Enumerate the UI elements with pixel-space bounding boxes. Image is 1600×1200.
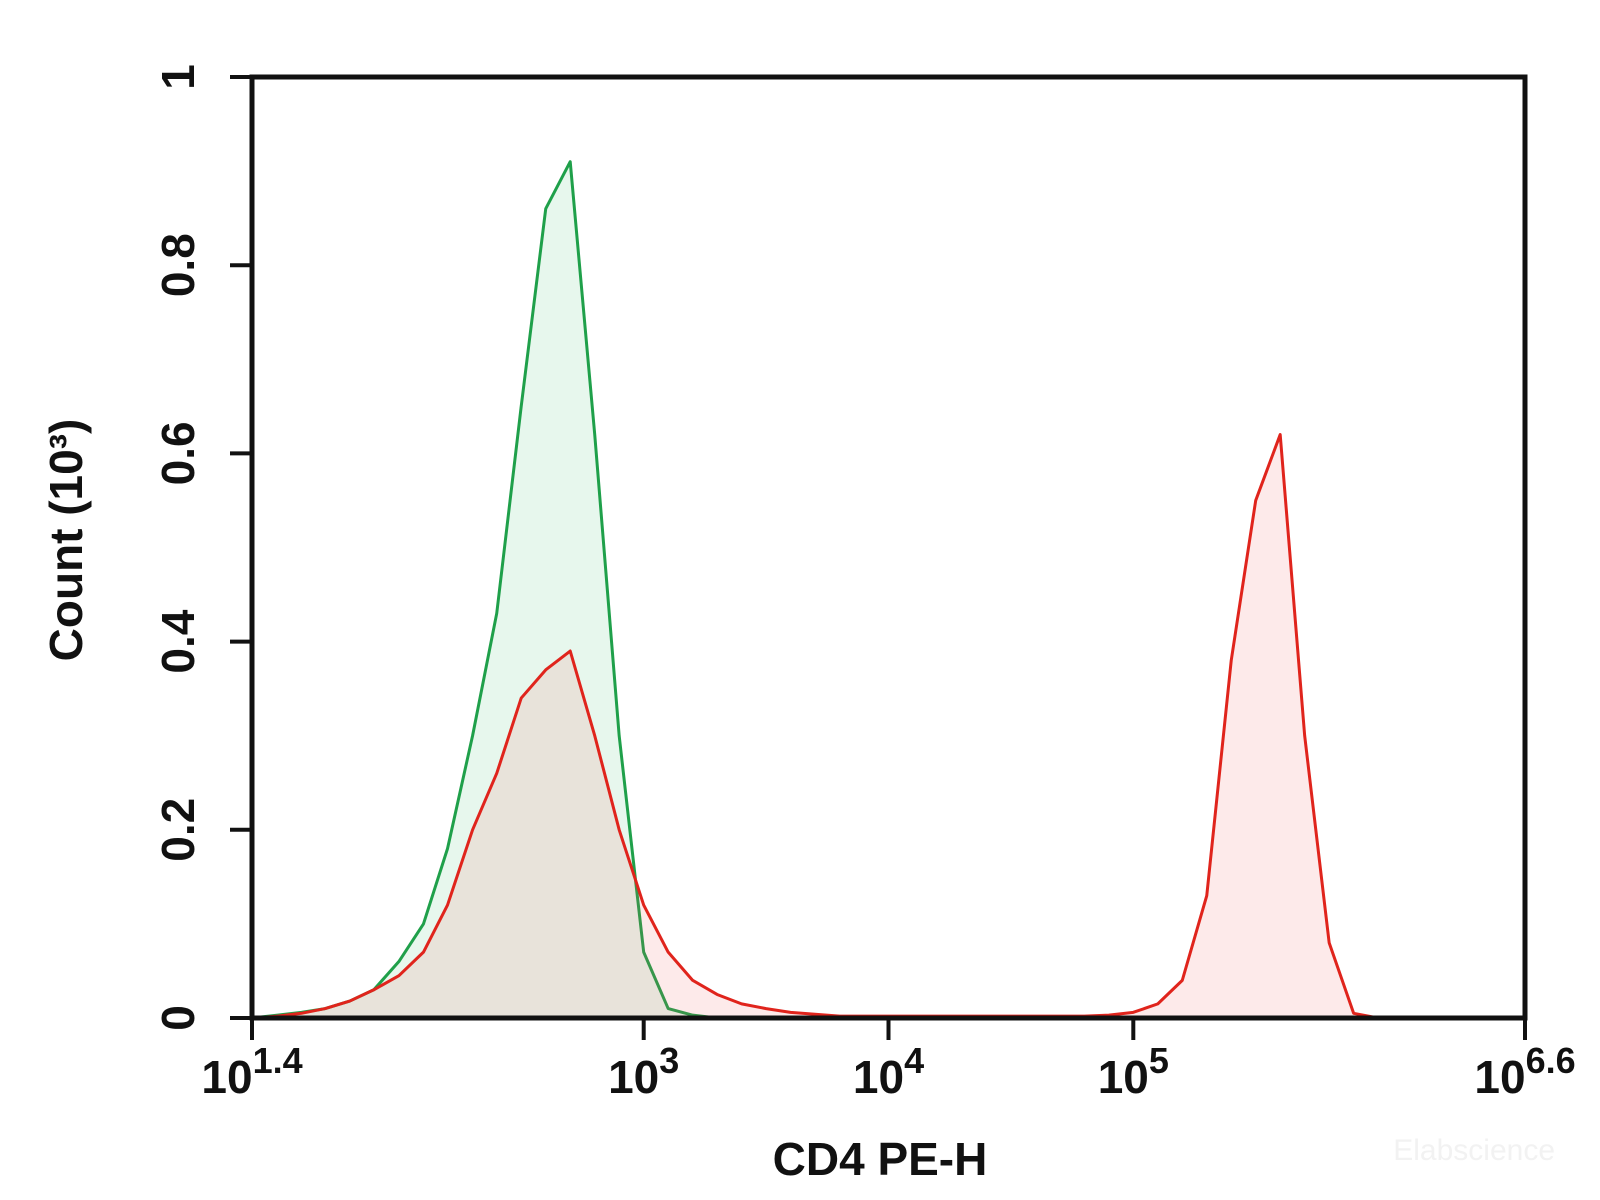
x-tick-base: 10 (853, 1051, 904, 1103)
y-tick-label: 0.2 (152, 798, 204, 862)
y-tick-label: 1 (152, 64, 204, 90)
y-axis-label: Count (10³) (40, 419, 92, 662)
x-tick-exponent: 1.4 (253, 1040, 303, 1081)
histogram-area (249, 160, 1527, 1020)
y-tick-label: 0.8 (152, 233, 204, 297)
x-tick-base: 10 (201, 1051, 252, 1103)
x-tick-label: 101.4 (201, 1040, 302, 1103)
x-tick-base: 10 (1098, 1051, 1149, 1103)
x-tick-label: 105 (1098, 1040, 1169, 1103)
x-tick-exponent: 3 (659, 1040, 679, 1081)
x-tick-exponent: 4 (904, 1040, 924, 1081)
x-tick-label: 103 (608, 1040, 679, 1103)
x-tick-exponent: 5 (1149, 1040, 1169, 1081)
x-tick-label: 104 (853, 1040, 924, 1103)
watermark: Elabscience (1393, 1134, 1555, 1167)
x-tick-base: 10 (1474, 1051, 1525, 1103)
x-tick-exponent: 6.6 (1526, 1040, 1576, 1081)
y-tick-label: 0.6 (152, 421, 204, 485)
x-tick-base: 10 (608, 1051, 659, 1103)
y-tick-label: 0 (152, 1005, 204, 1031)
x-axis-label: CD4 PE-H (773, 1133, 988, 1185)
histogram-area (249, 433, 1527, 1020)
x-tick-label: 106.6 (1474, 1040, 1575, 1103)
y-tick-label: 0.4 (152, 609, 204, 673)
